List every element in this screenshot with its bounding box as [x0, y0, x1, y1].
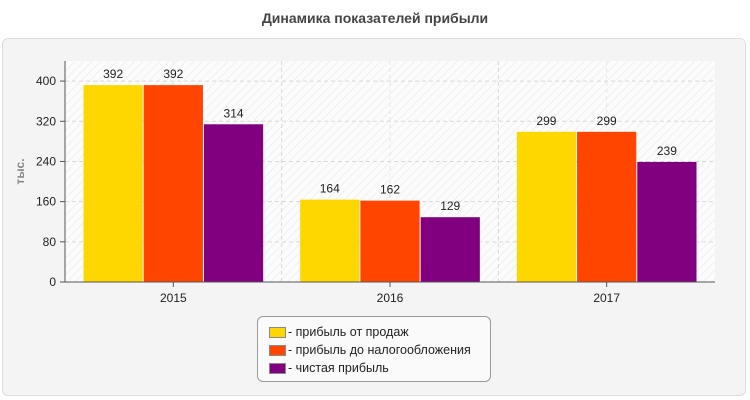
legend-swatch — [269, 326, 286, 338]
y-tick-label: 400 — [36, 74, 56, 88]
y-tick-label: 80 — [43, 235, 57, 249]
chart-title: Динамика показателей прибыли — [261, 10, 489, 26]
bar — [637, 161, 697, 282]
bar — [83, 85, 143, 282]
bar — [360, 200, 420, 282]
legend-swatch — [269, 344, 286, 356]
data-label: 299 — [597, 114, 617, 128]
bar — [577, 131, 637, 282]
legend-item: - прибыль до налогообложения — [269, 341, 490, 359]
y-axis-title: тыс. — [13, 158, 27, 184]
legend-item: - прибыль от продаж — [269, 323, 490, 341]
data-label: 392 — [103, 67, 123, 81]
bar — [143, 85, 203, 282]
legend-label: - прибыль от продаж — [288, 325, 409, 339]
chart-legend: - прибыль от продаж - прибыль до налогооб… — [257, 316, 491, 382]
x-tick-label: 2015 — [160, 291, 187, 305]
data-label: 129 — [440, 199, 460, 213]
y-tick-label: 160 — [36, 195, 56, 209]
legend-label: - чистая прибыль — [288, 361, 389, 375]
y-tick-label: 320 — [36, 114, 56, 128]
bar — [420, 217, 480, 282]
data-label: 239 — [657, 144, 677, 158]
bar — [516, 131, 577, 282]
data-label: 392 — [163, 67, 183, 81]
data-label: 314 — [224, 106, 244, 120]
data-label: 162 — [380, 183, 400, 197]
legend-label: - прибыль до налогообложения — [288, 343, 471, 357]
legend-swatch — [269, 362, 286, 374]
y-tick-label: 240 — [36, 154, 56, 168]
bar — [300, 199, 360, 282]
y-tick-label: 0 — [49, 275, 56, 289]
x-tick-label: 2016 — [377, 291, 404, 305]
bar — [203, 124, 264, 282]
data-label: 164 — [320, 182, 340, 196]
x-tick-label: 2017 — [593, 291, 620, 305]
data-label: 299 — [536, 114, 556, 128]
legend-item: - чистая прибыль — [269, 359, 490, 377]
